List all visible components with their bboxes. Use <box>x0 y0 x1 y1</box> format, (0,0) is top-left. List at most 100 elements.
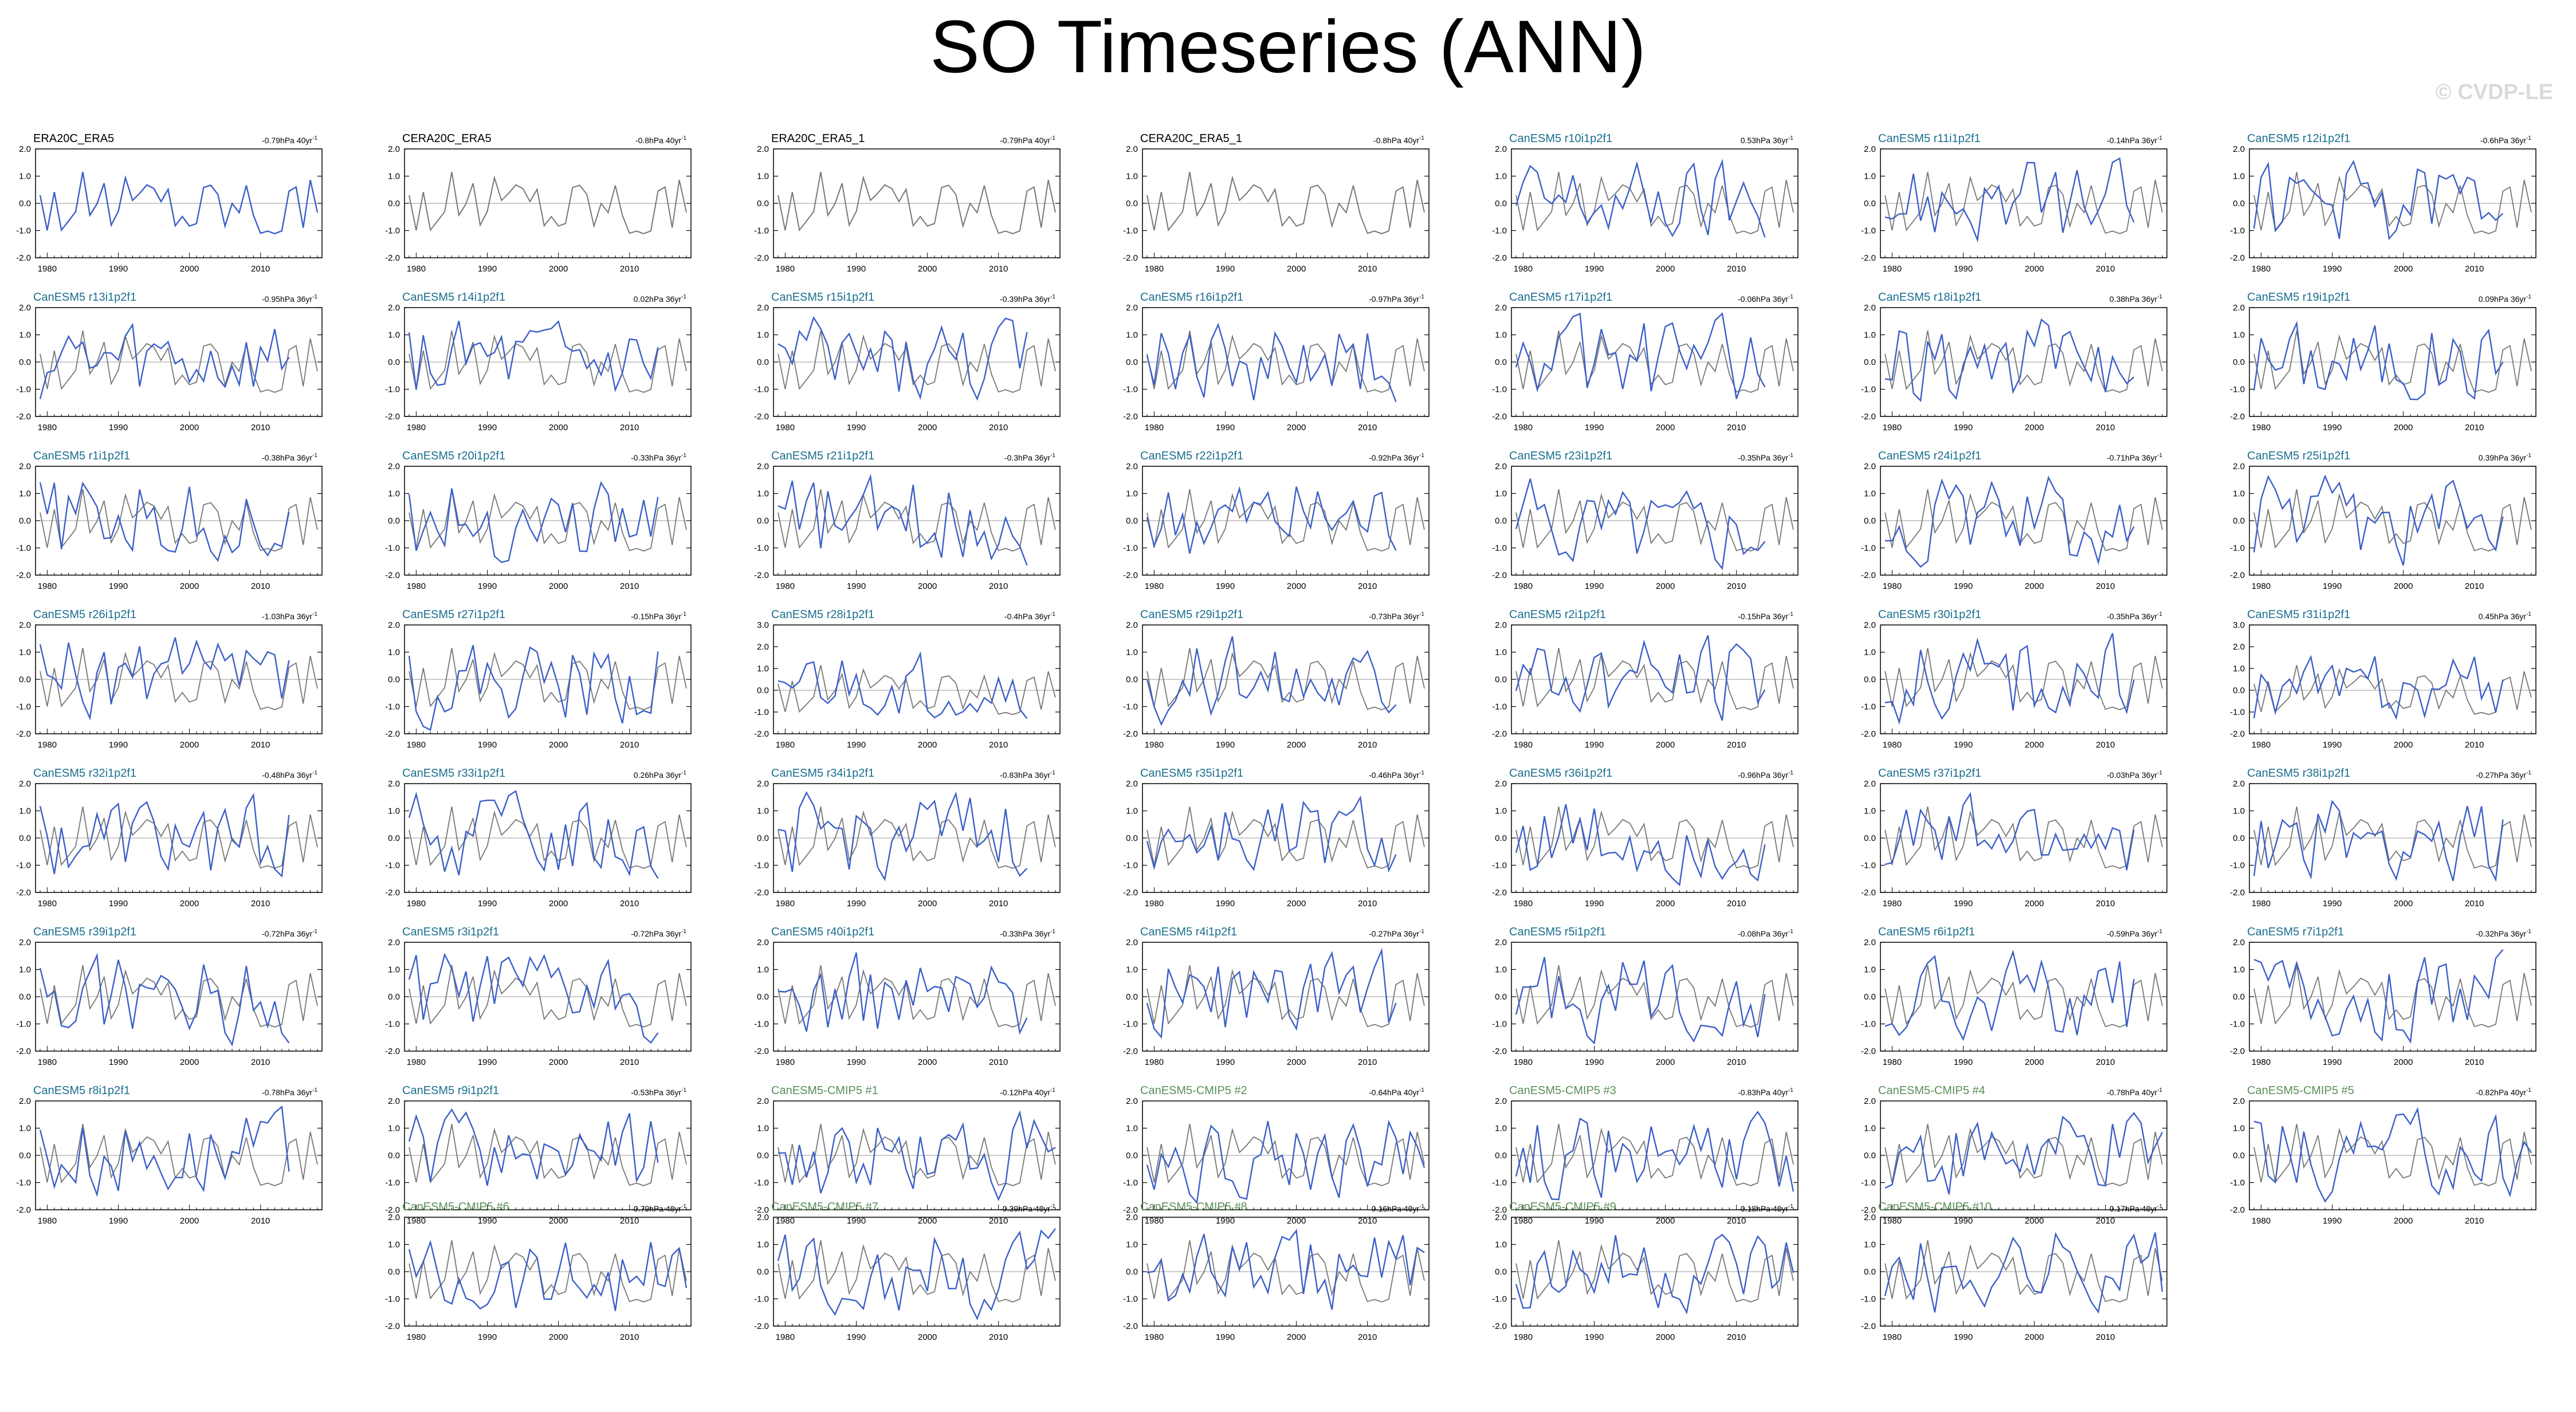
panel-trend: -0.83hPa 40yr-1 <box>1738 1087 1793 1097</box>
y-tick-label: 1.0 <box>1864 648 1876 658</box>
x-tick-label: 1990 <box>109 1216 128 1226</box>
series-line-model <box>1146 947 1397 1039</box>
trend-exponent: -1 <box>2157 611 2162 617</box>
y-tick-label: -2.0 <box>1492 571 1507 580</box>
panel-4: CERA20C_ERA5_1 -0.8hPa 40yr-1 -2.0 -1.0 0.0 1… <box>1123 132 1430 274</box>
y-tick-label: 0.0 <box>2233 992 2245 1002</box>
y-tick-label: -1.0 <box>385 1178 400 1188</box>
y-tick-label: 1.0 <box>2233 331 2245 340</box>
x-tick-label: 2010 <box>251 899 270 908</box>
y-tick-label: 2.0 <box>757 938 769 947</box>
y-tick-label: -2.0 <box>754 1321 769 1331</box>
x-tick-label: 2000 <box>1656 899 1675 908</box>
x-tick-label: 2000 <box>2394 264 2413 274</box>
y-tick-label: 0.0 <box>388 1267 400 1277</box>
y-tick-label: 1.0 <box>388 489 400 499</box>
panel-27: CanESM5 r30i1p2f1 -0.35hPa 36yr-1 -2.0 -1.0… <box>1861 608 2167 750</box>
y-tick-label: 2.0 <box>1126 144 1138 154</box>
y-tick-label: -1.0 <box>16 861 31 871</box>
panel-trend: -0.78hPa 40yr-1 <box>2107 1087 2162 1097</box>
x-tick-label: 2010 <box>1727 740 1746 750</box>
y-tick-label: 0.0 <box>388 199 400 209</box>
x-tick-label: 1990 <box>1954 899 1973 908</box>
panel-38: CanESM5 r40i1p2f1 -0.33hPa 36yr-1 -2.0 -1.0… <box>754 926 1061 1067</box>
x-tick-label: 2000 <box>2394 1057 2413 1067</box>
y-tick-label: 2.0 <box>1864 620 1876 630</box>
y-tick-label: -2.0 <box>1861 571 1876 580</box>
y-tick-label: -2.0 <box>754 1205 769 1215</box>
x-tick-label: 2010 <box>989 1216 1008 1226</box>
y-tick-label: 1.0 <box>1864 172 1876 182</box>
panel-19: CanESM5 r23i1p2f1 -0.35hPa 36yr-1 -2.0 -1.0… <box>1492 450 1799 591</box>
panel-45: CanESM5-CMIP5 #1 -0.12hPa 40yr-1 -2.0 -1.0 0… <box>754 1084 1061 1226</box>
y-tick-label: -2.0 <box>2230 571 2245 580</box>
panel-title: CanESM5-CMIP5 #1 <box>771 1084 878 1097</box>
x-tick-label: 2010 <box>1358 899 1377 908</box>
y-tick-label: -1.0 <box>385 226 400 236</box>
y-tick-label: 0.0 <box>1864 516 1876 526</box>
x-tick-label: 2010 <box>1358 740 1377 750</box>
panel-title: CanESM5 r22i1p2f1 <box>1140 450 1243 462</box>
panel-13: CanESM5 r18i1p2f1 0.38hPa 36yr-1 -2.0 -1.0 0… <box>1861 291 2167 432</box>
x-tick-label: 1990 <box>2323 423 2342 432</box>
y-tick-label: 0.0 <box>1864 199 1876 209</box>
trend-exponent: -1 <box>1050 294 1055 300</box>
y-tick-label: 0.0 <box>1864 1267 1876 1277</box>
y-tick-label: 0.0 <box>1864 992 1876 1002</box>
x-tick-label: 1990 <box>478 581 497 591</box>
y-tick-label: 2.0 <box>2233 462 2245 471</box>
panel-title: CanESM5 r27i1p2f1 <box>402 608 505 621</box>
x-tick-label: 2000 <box>918 581 937 591</box>
trend-exponent: -1 <box>2157 453 2162 459</box>
panel-53: CanESM5-CMIP5 #9 -0.18hPa 40yr-1 -2.0 -1.0 0… <box>1492 1201 1799 1342</box>
x-tick-label: 2010 <box>620 1057 639 1067</box>
series-line-observed <box>2253 489 2532 552</box>
panel-trend: -0.27hPa 36yr-1 <box>2476 770 2531 780</box>
series-line-model <box>408 790 659 879</box>
y-tick-label: -2.0 <box>385 1321 400 1331</box>
panel-trend: -0.72hPa 36yr-1 <box>262 929 317 938</box>
y-tick-label: -2.0 <box>754 412 769 422</box>
y-tick-label: -1.0 <box>1861 702 1876 712</box>
series-line-model <box>1884 475 2135 568</box>
series-line-observed <box>409 1124 687 1186</box>
panel-16: CanESM5 r20i1p2f1 -0.33hPa 36yr-1 -2.0 -1.0… <box>385 450 692 591</box>
x-tick-label: 1990 <box>109 581 128 591</box>
y-tick-label: -2.0 <box>385 1205 400 1215</box>
y-tick-label: 1.0 <box>388 965 400 975</box>
panel-trend: -0.15hPa 36yr-1 <box>1738 611 1793 621</box>
panel-trend: -0.73hPa 36yr-1 <box>1369 611 1424 621</box>
x-tick-label: 1990 <box>1585 740 1604 750</box>
x-tick-label: 2000 <box>1287 1332 1306 1342</box>
x-tick-label: 1990 <box>847 1332 866 1342</box>
y-tick-label: 1.0 <box>757 1124 769 1134</box>
panel-title: CanESM5 r8i1p2f1 <box>33 1084 130 1097</box>
y-tick-label: -1.0 <box>1861 544 1876 553</box>
x-tick-label: 1980 <box>407 740 426 750</box>
y-tick-label: 0.0 <box>388 833 400 843</box>
x-tick-label: 1980 <box>407 264 426 274</box>
y-tick-label: -2.0 <box>2230 412 2245 422</box>
plot-frame <box>2249 624 2536 734</box>
y-tick-label: -2.0 <box>2230 1047 2245 1056</box>
x-tick-label: 1980 <box>1883 899 1902 908</box>
series-line-observed <box>777 172 1056 234</box>
x-tick-label: 1980 <box>2252 899 2271 908</box>
series-line-observed <box>409 648 687 710</box>
x-tick-label: 2000 <box>2394 1216 2413 1226</box>
panel-trend: -0.33hPa 36yr-1 <box>631 453 686 462</box>
panel-trend: -0.18hPa 40yr-1 <box>1738 1203 1793 1213</box>
panel-22: CanESM5 r26i1p2f1 -1.03hPa 36yr-1 -2.0 -1.0… <box>16 608 323 750</box>
x-tick-label: 2000 <box>549 264 568 274</box>
y-tick-label: 1.0 <box>19 331 31 340</box>
y-tick-label: 1.0 <box>19 648 31 658</box>
series-line-model <box>408 644 659 731</box>
y-tick-label: -1.0 <box>1123 385 1138 395</box>
trend-exponent: -1 <box>681 1203 686 1210</box>
y-tick-label: -1.0 <box>1123 861 1138 871</box>
x-tick-label: 2000 <box>1287 1216 1306 1226</box>
x-tick-label: 2010 <box>251 264 270 274</box>
series-line-observed <box>2253 807 2532 869</box>
panel-title: CanESM5 r20i1p2f1 <box>402 450 505 462</box>
series-line-model <box>777 316 1028 401</box>
